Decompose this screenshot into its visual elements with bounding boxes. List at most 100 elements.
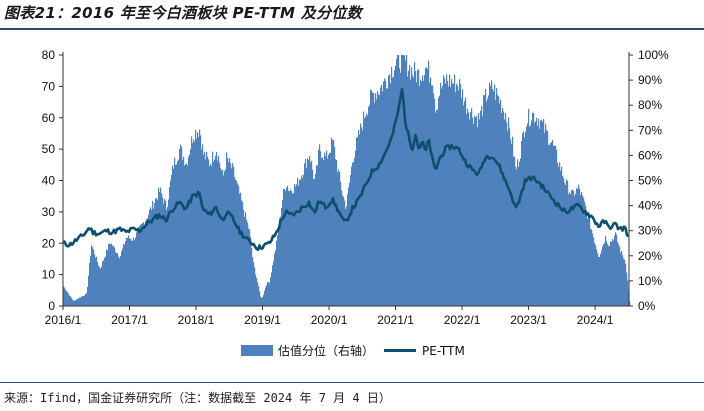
percentile-bar: [564, 182, 566, 306]
percentile-bar: [448, 86, 450, 306]
percentile-bar: [341, 190, 343, 306]
percentile-bar: [421, 81, 423, 306]
percentile-bar: [502, 107, 504, 307]
percentile-bar: [192, 143, 194, 306]
percentile-bar: [374, 102, 376, 306]
right-tick-label: 50%: [638, 174, 662, 188]
percentile-bar: [249, 229, 251, 306]
percentile-bar: [435, 112, 437, 306]
percentile-bar: [540, 120, 542, 307]
percentile-bar: [271, 272, 273, 306]
percentile-bar: [351, 166, 353, 306]
percentile-bar: [229, 158, 231, 306]
percentile-bar: [365, 116, 367, 306]
percentile-bar: [576, 188, 578, 306]
percentile-bar: [83, 295, 85, 306]
percentile-bar: [136, 232, 138, 306]
percentile-bar: [131, 240, 133, 306]
percentile-bar: [541, 119, 543, 306]
percentile-bar: [324, 152, 326, 306]
source-rule: [0, 382, 704, 383]
percentile-bar: [288, 190, 290, 306]
percentile-bar: [220, 168, 222, 306]
percentile-bar: [408, 70, 410, 306]
percentile-bar: [262, 297, 264, 306]
legend-swatch-percentile: [241, 345, 273, 356]
percentile-bar: [127, 237, 129, 306]
percentile-bar: [281, 207, 283, 306]
percentile-bar: [544, 132, 546, 306]
percentile-bar: [456, 83, 458, 306]
percentile-bar: [187, 165, 189, 306]
percentile-bar: [304, 163, 306, 306]
percentile-bar: [417, 69, 419, 306]
percentile-bar: [627, 280, 629, 306]
percentile-bar: [146, 218, 148, 306]
percentile-bar: [196, 138, 198, 306]
percentile-bar: [158, 187, 160, 306]
percentile-bar: [91, 245, 93, 306]
percentile-bar: [393, 76, 395, 306]
left-tick-label: 20: [42, 236, 56, 250]
percentile-bar: [505, 113, 507, 306]
percentile-bar: [63, 286, 65, 306]
percentile-bar: [519, 161, 521, 306]
percentile-bar: [290, 189, 292, 306]
percentile-bar: [500, 99, 502, 307]
percentile-bar: [426, 67, 428, 306]
axes: 0 10 20 30 40 50 60 70 80 0% 10% 20% 30% 40% 50% 60% 70%…: [42, 48, 669, 327]
percentile-bar: [211, 165, 213, 306]
percentile-bar: [125, 241, 127, 306]
percentile-bar: [246, 219, 248, 306]
percentile-bar: [382, 91, 384, 306]
percentile-bar: [174, 157, 176, 306]
percentile-bar: [108, 243, 110, 306]
percentile-bar: [191, 136, 193, 306]
percentile-bar: [277, 235, 279, 306]
percentile-bar: [119, 258, 121, 306]
percentile-bar: [611, 241, 613, 306]
percentile-bar: [178, 159, 180, 306]
percentile-bar: [595, 245, 597, 306]
percentile-bar: [69, 295, 71, 306]
percentile-bar: [366, 113, 368, 306]
percentile-bar: [111, 243, 113, 306]
x-tick-label: 2018/1: [178, 313, 215, 327]
percentile-bar: [395, 65, 397, 306]
percentile-bar: [194, 141, 196, 306]
percentile-bar: [348, 187, 350, 306]
percentile-bar: [255, 274, 257, 306]
percentile-bar: [359, 134, 361, 306]
percentile-bar: [385, 80, 387, 307]
percentile-bar: [76, 299, 78, 306]
percentile-bar: [96, 256, 98, 306]
percentile-bar: [524, 137, 526, 306]
percentile-bar: [389, 74, 391, 306]
percentile-bar: [517, 159, 519, 306]
percentile-bar: [65, 289, 67, 306]
percentile-bar: [367, 115, 369, 306]
percentile-bar: [390, 83, 392, 306]
percentile-bar: [476, 116, 478, 307]
percentile-bar: [497, 94, 499, 307]
percentile-bar: [410, 79, 412, 306]
percentile-bar: [445, 83, 447, 306]
percentile-bar: [95, 257, 97, 306]
percentile-bar: [338, 169, 340, 306]
percentile-bar: [533, 112, 535, 306]
percentile-bar: [434, 98, 436, 306]
percentile-bar: [490, 85, 492, 307]
percentile-bar: [430, 77, 432, 307]
percentile-bar: [138, 227, 140, 306]
right-tick-label: 20%: [638, 249, 662, 263]
percentile-bar: [396, 58, 398, 306]
percentile-bar: [232, 163, 234, 306]
percentile-bar: [123, 243, 125, 306]
x-tick-label: 2020/1: [311, 313, 348, 327]
percentile-bar: [274, 253, 276, 306]
percentile-bar: [143, 222, 145, 306]
percentile-bar: [171, 174, 173, 306]
percentile-bar: [202, 144, 204, 306]
percentile-bar: [121, 251, 123, 306]
percentile-bar: [185, 164, 187, 306]
